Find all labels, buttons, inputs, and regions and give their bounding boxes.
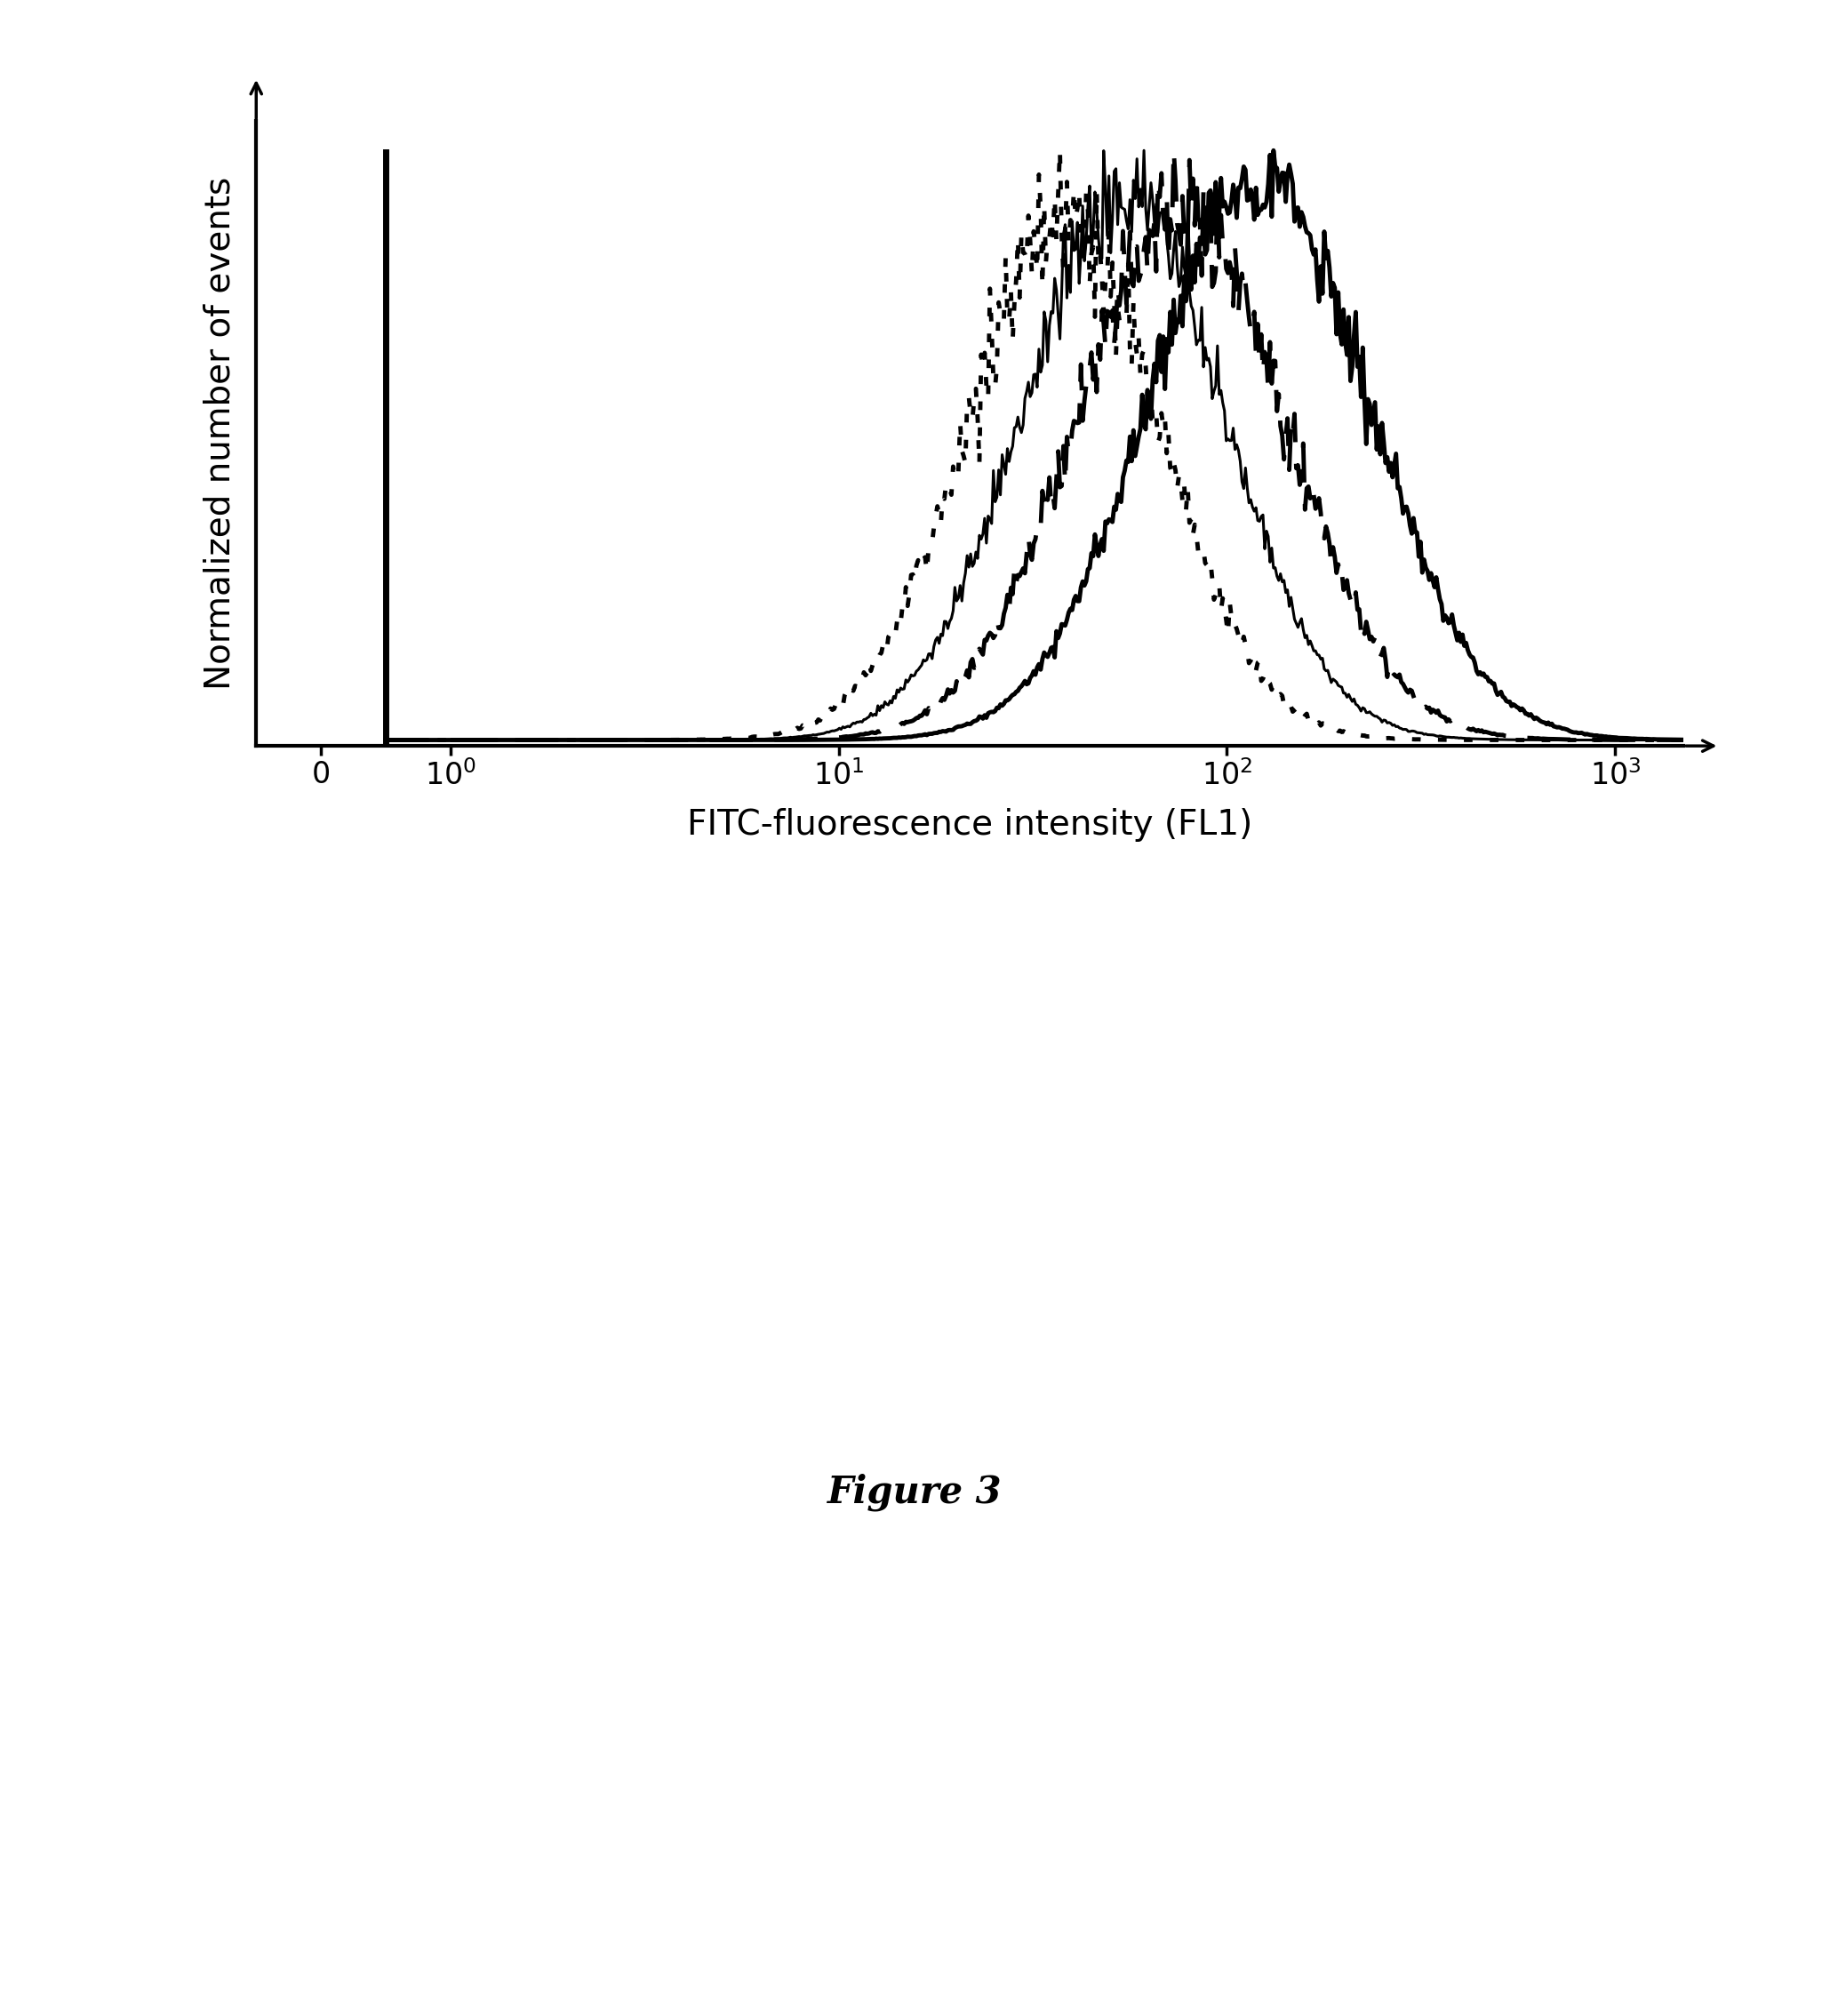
Y-axis label: Normalized number of events: Normalized number of events [203,177,236,689]
X-axis label: FITC-fluorescence intensity (FL1): FITC-fluorescence intensity (FL1) [686,808,1254,843]
Text: Figure 3: Figure 3 [827,1474,1003,1510]
